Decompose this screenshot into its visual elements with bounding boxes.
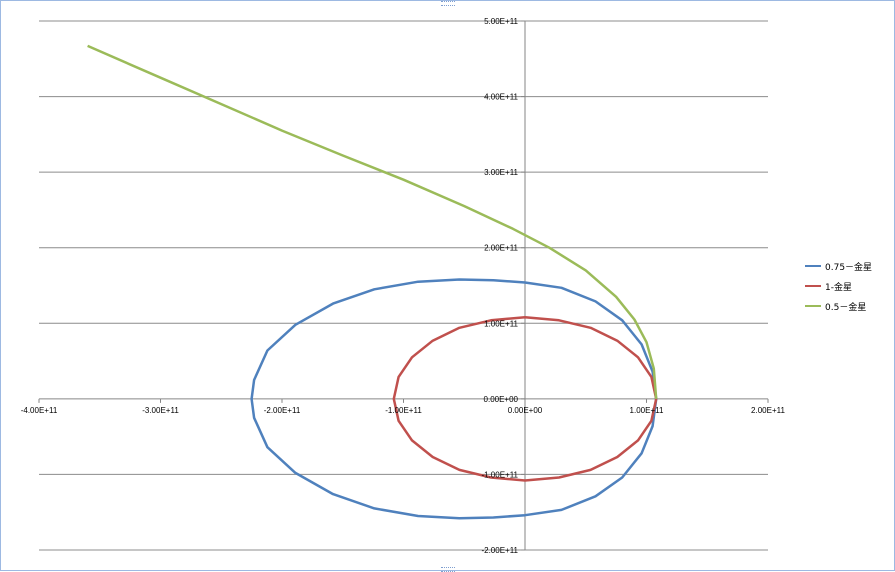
series-line-0 xyxy=(250,278,658,520)
y-tick-label: 3.00E+11 xyxy=(484,168,518,177)
x-tick-label: -3.00E+11 xyxy=(142,406,179,415)
y-tick-label: -1.00E+11 xyxy=(481,470,518,479)
y-tick-label: 0.00E+00 xyxy=(484,395,519,404)
legend-swatch-1 xyxy=(805,285,821,287)
x-tick-label: 1.00E+11 xyxy=(630,406,664,415)
legend-item-0.75: 0.75－金星 xyxy=(805,260,873,273)
legend-item-1: 1-金星 xyxy=(805,280,852,293)
y-tick-label: 4.00E+11 xyxy=(484,93,518,102)
series-line-2 xyxy=(87,44,658,399)
x-tick-label: -1.00E+11 xyxy=(385,406,422,415)
x-tick-label: -4.00E+11 xyxy=(21,406,58,415)
legend-label-0.75: 0.75－金星 xyxy=(825,262,873,273)
x-tick-label: -2.00E+11 xyxy=(264,406,301,415)
x-tick-label: 2.00E+11 xyxy=(751,406,785,415)
x-tick-label: 0.00E+00 xyxy=(508,406,543,415)
y-tick-label: 1.00E+11 xyxy=(484,319,518,328)
legend-item-0.5: 0.5－金星 xyxy=(805,300,867,313)
axes xyxy=(38,20,769,551)
gridlines xyxy=(39,20,768,551)
legend-label-0.5: 0.5－金星 xyxy=(825,302,867,313)
tick-labels: -2.00E+11 -1.00E+11 0.00E+00 1.00E+11 2.00E+… xyxy=(21,17,786,555)
y-tick-label: -2.00E+11 xyxy=(481,546,518,555)
series-line-1 xyxy=(392,315,658,482)
legend-label-1: 1-金星 xyxy=(825,282,852,293)
legend-swatch-0.75 xyxy=(805,265,821,267)
series-layer xyxy=(87,44,658,520)
y-tick-label: 5.00E+11 xyxy=(484,17,518,26)
legend-swatch-0.5 xyxy=(805,305,821,307)
resize-handle-bottom[interactable] xyxy=(441,567,455,572)
resize-handle-top[interactable] xyxy=(441,1,455,6)
y-tick-label: 2.00E+11 xyxy=(484,244,518,253)
